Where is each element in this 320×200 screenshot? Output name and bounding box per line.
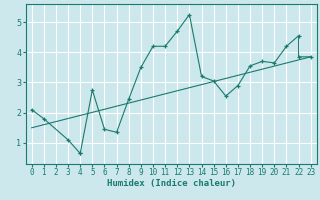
- X-axis label: Humidex (Indice chaleur): Humidex (Indice chaleur): [107, 179, 236, 188]
